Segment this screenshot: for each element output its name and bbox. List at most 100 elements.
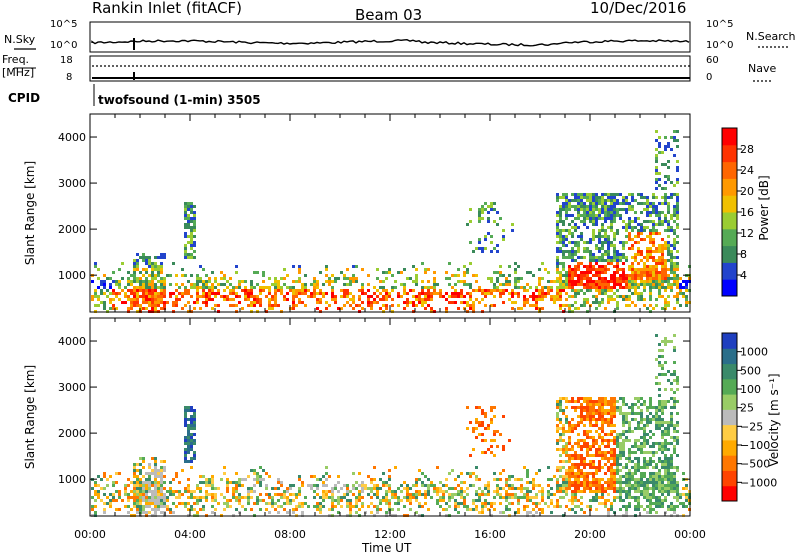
heatmap-cell [664,421,667,424]
heatmap-cell [574,253,577,256]
heatmap-cell [259,466,262,469]
heatmap-cell [628,481,631,484]
heatmap-cell [604,214,607,217]
heatmap-cell [655,283,658,286]
heatmap-cell [274,487,277,490]
heatmap-cell [601,397,604,400]
heatmap-cell [610,472,613,475]
heatmap-cell [331,286,334,289]
heatmap-cell [484,499,487,502]
heatmap-cell [529,490,532,493]
heatmap-cell [673,136,676,139]
heatmap-cell [304,283,307,286]
heatmap-cell [562,268,565,271]
heatmap-cell [415,277,418,280]
heatmap-cell [367,475,370,478]
heatmap-cell [187,490,190,493]
heatmap-cell [214,277,217,280]
heatmap-cell [193,439,196,442]
heatmap-cell [577,466,580,469]
heatmap-cell [562,304,565,307]
heatmap-cell [337,490,340,493]
heatmap-cell [643,265,646,268]
heatmap-cell [547,292,550,295]
heatmap-cell [544,295,547,298]
heatmap-cell [622,262,625,265]
heatmap-cell [643,283,646,286]
heatmap-cell [457,475,460,478]
heatmap-cell [580,496,583,499]
heatmap-cell [664,220,667,223]
heatmap-cell [484,439,487,442]
heatmap-cell [391,298,394,301]
heatmap-cell [400,499,403,502]
heatmap-cell [448,283,451,286]
heatmap-cell [235,472,238,475]
heatmap-cell [499,217,502,220]
heatmap-cell [673,400,676,403]
heatmap-cell [583,265,586,268]
heatmap-cell [172,262,175,265]
heatmap-cell [601,451,604,454]
heatmap-cell [676,283,679,286]
heatmap-cell [109,301,112,304]
heatmap-cell [571,481,574,484]
heatmap-cell [463,490,466,493]
heatmap-cell [112,271,115,274]
heatmap-cell [256,502,259,505]
heatmap-cell [595,196,598,199]
heatmap-cell [577,421,580,424]
heatmap-cell [496,286,499,289]
heatmap-cell [397,292,400,295]
heatmap-cell [532,298,535,301]
heatmap-cell [670,505,673,508]
heatmap-cell [625,496,628,499]
heatmap-cell [406,493,409,496]
heatmap-cell [151,271,154,274]
heatmap-cell [586,265,589,268]
heatmap-cell [622,418,625,421]
heatmap-cell [601,277,604,280]
heatmap-cell [661,481,664,484]
heatmap-cell [151,289,154,292]
heatmap-cell [568,439,571,442]
heatmap-cell [583,271,586,274]
heatmap-cell [421,298,424,301]
heatmap-cell [457,490,460,493]
heatmap-cell [625,235,628,238]
heatmap-cell [490,502,493,505]
heatmap-cell [685,280,688,283]
heatmap-cell [130,496,133,499]
heatmap-cell [658,481,661,484]
heatmap-cell [670,229,673,232]
heatmap-cell [556,286,559,289]
heatmap-cell [577,274,580,277]
heatmap-cell [184,247,187,250]
heatmap-cell [628,217,631,220]
heatmap-cell [436,493,439,496]
heatmap-cell [451,487,454,490]
heatmap-cell [655,205,658,208]
heatmap-cell [196,496,199,499]
heatmap-cell [670,424,673,427]
heatmap-cell [418,292,421,295]
heatmap-cell [577,262,580,265]
heatmap-cell [355,304,358,307]
heatmap-cell [580,274,583,277]
heatmap-cell [664,373,667,376]
heatmap-cell [454,502,457,505]
heatmap-cell [574,442,577,445]
heatmap-cell [571,250,574,253]
heatmap-cell [604,253,607,256]
heatmap-cell [187,451,190,454]
heatmap-cell [409,289,412,292]
heatmap-cell [412,493,415,496]
heatmap-cell [169,493,172,496]
heatmap-cell [667,304,670,307]
heatmap-cell [391,490,394,493]
heatmap-cell [256,496,259,499]
heatmap-cell [613,271,616,274]
heatmap-cell [610,481,613,484]
heatmap-cell [673,265,676,268]
